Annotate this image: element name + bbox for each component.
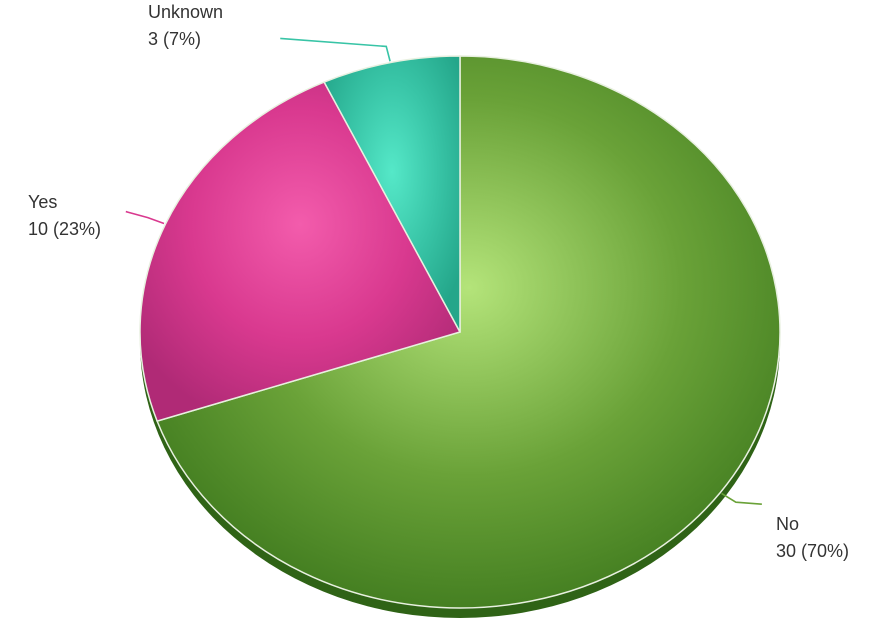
slice-value-unknown: 3 (7%) [148, 29, 201, 49]
leader-line-no [721, 492, 762, 506]
pie-slice-no[interactable] [156, 55, 781, 609]
pie-labels: No 30 (70%) Yes 10 (23%) Unknown 3 (7%) [28, 2, 849, 561]
slice-label-yes: Yes [28, 192, 57, 212]
slice-value-no: 30 (70%) [776, 541, 849, 561]
leader-line-yes [125, 210, 165, 225]
leader-line-unknown [280, 37, 391, 62]
slice-value-yes: 10 (23%) [28, 219, 101, 239]
pie-leader-lines [125, 37, 762, 506]
pie-slice-unknown[interactable] [323, 55, 461, 333]
slice-label-unknown: Unknown [148, 2, 223, 22]
slice-label-no: No [776, 514, 799, 534]
pie-slices [139, 55, 781, 609]
pie-slice-yes[interactable] [139, 81, 462, 423]
